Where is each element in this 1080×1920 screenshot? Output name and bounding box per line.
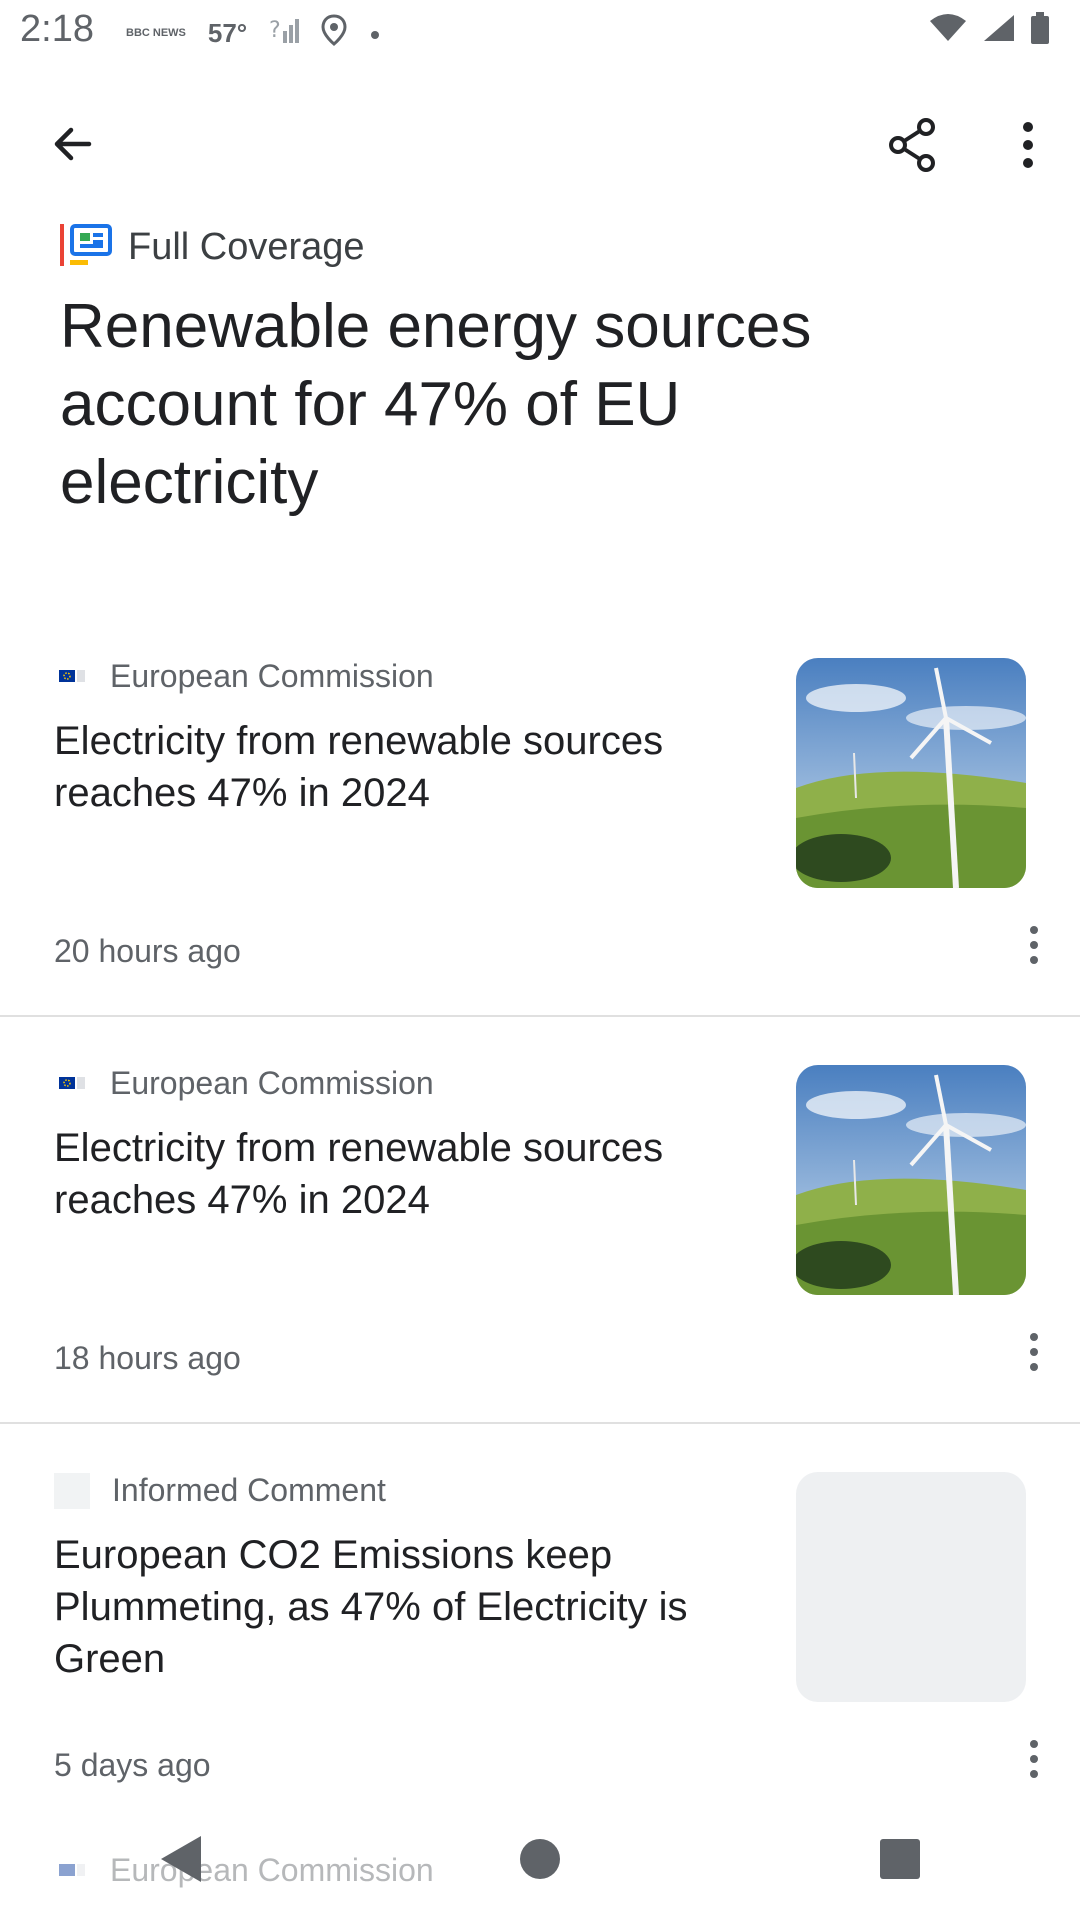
status-bar: 2:18 BBC NEWS 57° ? (0, 0, 1080, 62)
source-logo-placeholder-icon (54, 1472, 90, 1509)
full-coverage-label: Full Coverage (56, 222, 365, 273)
article-title[interactable]: European CO2 Emissions keep Plummeting, … (54, 1533, 688, 1681)
more-options-button[interactable] (976, 84, 1080, 208)
article-source-row: European Commission (54, 658, 434, 695)
more-vert-icon (1029, 925, 1039, 967)
temperature-text: 57° (207, 18, 248, 48)
svg-text:?: ? (269, 18, 281, 43)
article-source: Informed Comment (112, 1472, 386, 1508)
nav-recents-icon (879, 1838, 921, 1883)
placeholder-image[interactable] (796, 1472, 1026, 1702)
nav-home-button[interactable] (480, 1800, 600, 1920)
back-button[interactable] (0, 72, 146, 218)
status-time: 2:18 (20, 8, 94, 50)
nav-recents-button[interactable] (840, 1800, 960, 1920)
nav-home-icon (518, 1837, 562, 1884)
nav-back-icon (157, 1834, 203, 1887)
wind-turbine-image[interactable] (796, 658, 1026, 888)
nav-back-button[interactable] (120, 1800, 240, 1920)
arrow-back-icon (49, 120, 97, 171)
status-icons: BBC NEWS 57° ? (126, 14, 381, 53)
more-vert-icon (1021, 121, 1035, 172)
wifi-icon (928, 13, 968, 48)
article-title[interactable]: Electricity from renewable sources reach… (54, 719, 664, 815)
article-time: 5 days ago (54, 1747, 211, 1783)
cell-signal-icon (982, 13, 1016, 48)
eu-flag-icon (54, 1073, 88, 1095)
article-time: 20 hours ago (54, 933, 241, 969)
top-app-bar (0, 72, 1080, 222)
more-vert-icon (1029, 1739, 1039, 1781)
more-vert-icon (1029, 1332, 1039, 1374)
article-source-row: Informed Comment (54, 1472, 386, 1509)
article-source: European Commission (110, 658, 434, 694)
share-icon (886, 117, 938, 176)
share-button[interactable] (850, 84, 974, 208)
status-right-icons (928, 12, 1050, 49)
wind-turbine-image[interactable] (796, 1065, 1026, 1295)
article-card[interactable]: European Commission Electricity from ren… (0, 1015, 1080, 1422)
eu-flag-icon (54, 1860, 88, 1882)
bbc-news-icon: BBC NEWS (126, 27, 186, 39)
article-more-button[interactable] (988, 1305, 1080, 1401)
article-card[interactable]: European Commission Electricity from ren… (0, 610, 1080, 1015)
article-list: European Commission Electricity from ren… (0, 610, 1080, 1829)
article-card[interactable]: Informed Comment European CO2 Emissions … (0, 1422, 1080, 1829)
no-signal-icon: ? (269, 15, 300, 52)
dot-icon (369, 20, 381, 48)
location-icon (321, 14, 347, 53)
article-time: 18 hours ago (54, 1340, 241, 1376)
article-title[interactable]: Electricity from renewable sources reach… (54, 1126, 664, 1222)
article-source-row: European Commission (54, 1065, 434, 1102)
story-headline: Renewable energy sources account for 47%… (60, 292, 812, 517)
battery-icon (1030, 12, 1050, 49)
article-more-button[interactable] (988, 1712, 1080, 1808)
system-nav-bar (0, 1800, 1080, 1920)
eu-flag-icon (54, 666, 88, 688)
article-more-button[interactable] (988, 898, 1080, 994)
full-coverage-icon (56, 222, 112, 273)
full-coverage-text: Full Coverage (128, 226, 365, 268)
article-source: European Commission (110, 1065, 434, 1101)
